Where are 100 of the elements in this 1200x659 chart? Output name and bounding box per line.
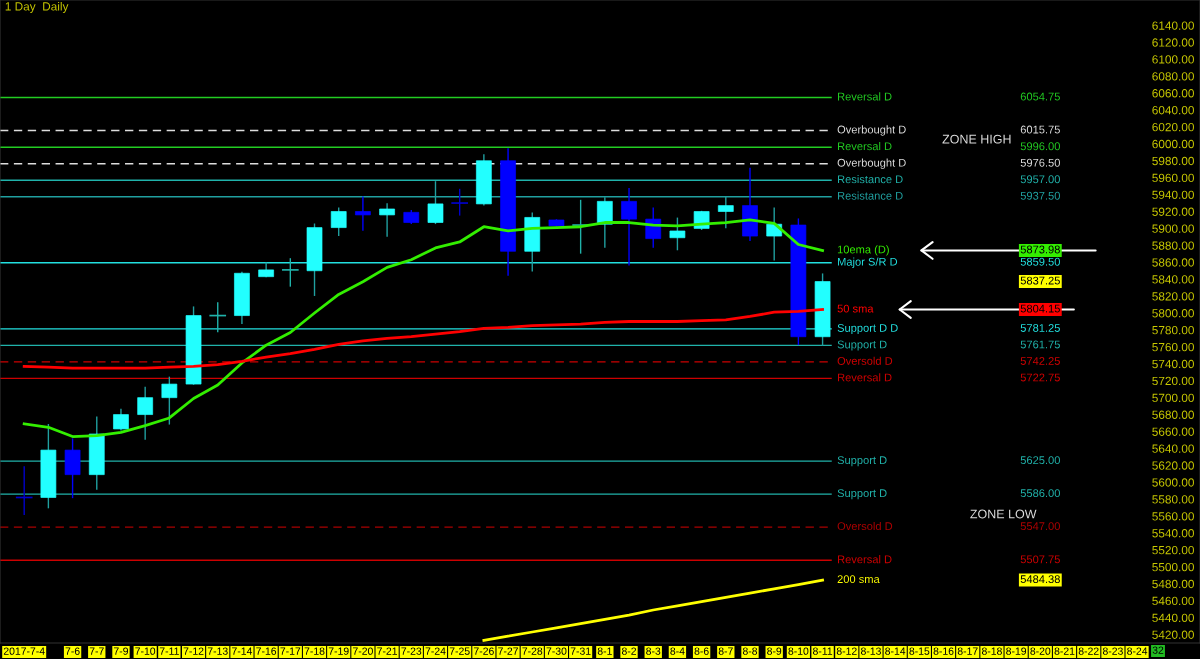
y-tick-label: 5560.00 [1152,512,1194,521]
annotation: 5859.50 [1020,257,1060,266]
y-tick-label: 5740.00 [1152,359,1194,369]
candlestick [137,386,154,440]
y-tick-label: 5720.00 [1152,376,1194,386]
x-tick-label: 7-13 [207,647,228,655]
x-tick-label: 8-16 [933,647,954,655]
annotation: 5507.75 [1020,555,1060,564]
x-tick-label: 7-21 [377,647,398,655]
candlestick [355,196,371,231]
y-tick-label: 5700.00 [1152,393,1194,403]
y-tick-label: 5880.00 [1152,241,1194,250]
y-tick-label: 6100.00 [1152,55,1194,64]
x-tick-label: 8-4 [670,647,685,655]
ref-line-label: Resistance D [838,191,903,200]
ref-line-label: Reversal D [838,142,892,151]
y-tick-label: 6140.00 [1152,21,1194,30]
x-tick-label: 8-23 [1102,647,1123,655]
candlestick [113,408,129,431]
chart-title: 1 Day Daily [5,1,69,13]
x-tick-label: 7-16 [256,647,277,655]
y-tick-label: 5980.00 [1152,156,1194,166]
x-tick-label: 7-24 [425,647,446,655]
y-tick-label: 5780.00 [1152,325,1194,335]
annotation: 5742.25 [1020,357,1060,365]
candlestick [281,258,299,287]
annotation: 5547.00 [1020,522,1060,531]
x-tick-label: 8-10 [788,647,809,655]
annotation: 5625.00 [1020,456,1060,465]
y-tick-label: 6020.00 [1152,122,1194,132]
annotation: 5873.98 [1020,245,1060,254]
x-tick-label: 7-23 [401,647,422,655]
x-tick-label: 8-24 [1127,647,1148,655]
x-tick-label: 8-3 [646,647,661,655]
annotation: 5996.00 [1020,142,1060,151]
x-tick-label: 8-12 [836,647,857,655]
annotation: 5781.25 [1020,324,1060,332]
x-tick-label: 8-14 [885,647,906,655]
y-tick-label: 5640.00 [1152,444,1194,453]
ref-line-label: Major S/R D [838,257,898,268]
x-tick-label: 8-18 [981,647,1002,655]
x-tick-label: 2017-7-4 [3,647,45,655]
candlestick [669,217,686,251]
line-series [22,308,824,370]
x-tick-label: 8-1 [597,647,612,655]
annotation: 6054.75 [1020,92,1060,101]
candlestick [330,207,347,236]
y-tick-label: 6040.00 [1152,106,1194,115]
x-tick-label: 8-15 [909,647,930,655]
y-tick-label: 6000.00 [1152,139,1194,149]
x-tick-label: 7-11 [159,647,179,655]
x-tick-label: 7-17 [280,647,301,655]
y-tick-label: 5420.00 [1152,630,1194,639]
ref-line-label: Overbought D [837,125,906,136]
annotation: 5957.00 [1020,175,1060,184]
y-tick-label: 5660.00 [1152,427,1194,436]
y-tick-label: 5440.00 [1152,613,1194,623]
x-tick-label: 7-27 [498,647,518,655]
x-tick-label: 7-30 [546,647,567,655]
x-tick-label: 8-19 [1006,647,1027,655]
line-series [482,578,824,642]
annotation: 5804.15 [1020,304,1060,313]
ref-line-label: Support D [837,489,887,500]
y-tick-label: 6060.00 [1152,89,1194,98]
ref-line-label: Overbought D [837,158,906,169]
x-tick-label: 8-2 [621,647,637,655]
line-series [22,218,824,438]
y-tick-label: 5620.00 [1152,461,1194,470]
y-tick-label: 5680.00 [1152,410,1194,419]
series-label: 200 sma [837,575,880,584]
ref-line-label: Reversal D [838,555,892,564]
x-tick-label: 7-31 [570,647,591,655]
annotation: 5837.25 [1020,276,1060,285]
annotation: 5976.50 [1020,158,1060,167]
y-tick-label: 5960.00 [1152,173,1194,183]
candlestick [621,187,637,266]
candlestick [451,188,469,216]
x-tick-label: 7-14 [232,647,253,655]
series-label: 50 sma [837,304,874,313]
x-tick-label: 8-21 [1054,647,1075,655]
x-tick-label: 8-13 [861,647,881,655]
annotation: 5484.38 [1020,575,1060,584]
x-tick-label: 7-7 [89,647,104,655]
y-tick-label: 6080.00 [1152,72,1194,81]
x-tick-label: 7-20 [353,647,373,655]
x-tick-label: 7-25 [449,647,470,655]
x-tick-label: 8-22 [1078,647,1099,655]
x-tick-label: 7-6 [65,647,80,655]
x-tick-label: 8-9 [767,647,782,655]
ref-line-label: Reversal D [838,92,892,101]
x-tick-label: 7-9 [113,647,128,655]
x-tick-label: 8-8 [742,647,758,655]
candlestick [161,376,178,425]
y-tick-label: 5520.00 [1152,545,1194,555]
y-tick-label: 5900.00 [1152,224,1194,233]
annotation: 5722.75 [1020,373,1060,382]
y-tick-label: 5940.00 [1152,190,1194,199]
x-tick-label: 7-19 [328,647,349,655]
y-tick-label: 5800.00 [1152,309,1194,318]
y-tick-label: 5580.00 [1152,495,1194,504]
